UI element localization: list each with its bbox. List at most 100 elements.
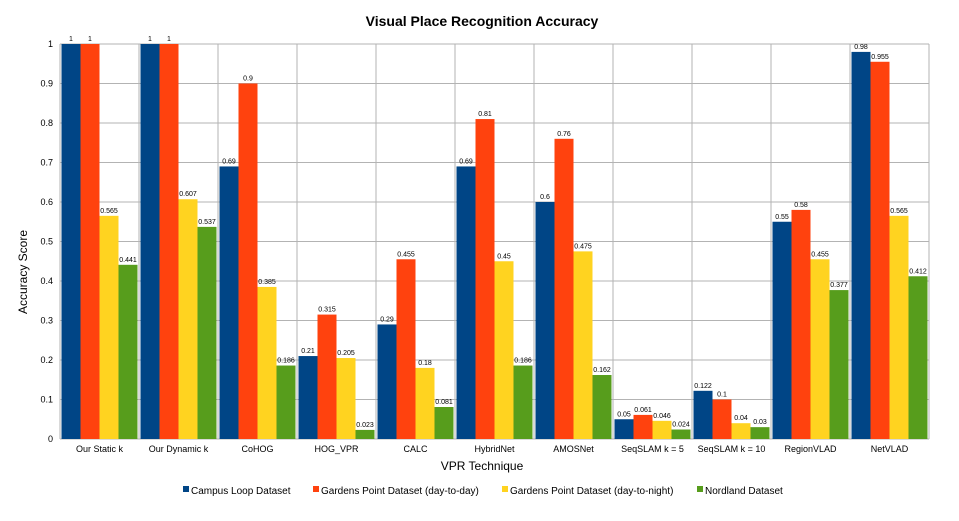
data-label: 0.98 bbox=[854, 44, 868, 51]
legend-swatch bbox=[502, 486, 508, 492]
data-label: 0.377 bbox=[830, 282, 848, 289]
bar bbox=[731, 423, 751, 439]
y-tick-label: 0.9 bbox=[40, 79, 53, 89]
bar bbox=[434, 407, 454, 439]
data-label: 0.607 bbox=[179, 191, 197, 198]
bar bbox=[535, 202, 555, 439]
bar bbox=[494, 261, 514, 439]
data-label: 0.061 bbox=[634, 407, 652, 414]
data-label: 0.537 bbox=[198, 219, 216, 226]
x-tick-label: HybridNet bbox=[474, 444, 515, 454]
data-label: 0.441 bbox=[119, 257, 137, 264]
x-tick-labels: Our Static k Our Dynamic k CoHOG HOG_VPR CAL… bbox=[76, 444, 909, 454]
y-tick-label: 0.6 bbox=[40, 197, 53, 207]
data-label: 0.6 bbox=[540, 194, 550, 201]
bar bbox=[633, 414, 653, 439]
y-axis-label: Accuracy Score bbox=[16, 230, 30, 314]
data-label: 0.55 bbox=[775, 214, 789, 221]
bar bbox=[336, 358, 356, 439]
x-tick-label: Our Dynamic k bbox=[149, 444, 209, 454]
bar bbox=[573, 251, 593, 439]
data-label: 0.565 bbox=[100, 208, 118, 215]
data-label: 0.315 bbox=[318, 307, 336, 314]
bar bbox=[810, 259, 830, 439]
data-label: 0.412 bbox=[909, 268, 927, 275]
data-label: 0.18 bbox=[418, 360, 432, 367]
x-tick-label: SeqSLAM k = 5 bbox=[621, 444, 684, 454]
y-tick-label: 0.4 bbox=[40, 276, 53, 286]
bar bbox=[693, 390, 713, 439]
legend-label: Campus Loop Dataset bbox=[191, 486, 291, 497]
x-axis-label: VPR Technique bbox=[441, 459, 524, 473]
data-label: 0.05 bbox=[617, 411, 631, 418]
data-label: 0.046 bbox=[653, 413, 671, 420]
data-label: 0.023 bbox=[356, 422, 374, 429]
data-label: 0.955 bbox=[871, 54, 889, 61]
data-label: 0.162 bbox=[593, 367, 611, 374]
x-tick-label: CALC bbox=[403, 444, 428, 454]
bar bbox=[712, 399, 732, 439]
legend-swatch bbox=[183, 486, 189, 492]
data-label: 0.475 bbox=[574, 243, 592, 250]
data-label: 0.58 bbox=[794, 202, 808, 209]
bar bbox=[475, 119, 495, 440]
data-label: 0.186 bbox=[277, 358, 295, 365]
bar bbox=[791, 209, 811, 439]
y-tick-label: 0.7 bbox=[40, 158, 53, 168]
y-tick-label: 0.2 bbox=[40, 355, 53, 365]
bar bbox=[257, 286, 277, 439]
y-tick-label: 0.8 bbox=[40, 118, 53, 128]
legend-label: Nordland Dataset bbox=[705, 486, 783, 497]
bar bbox=[159, 44, 179, 439]
bar bbox=[652, 420, 672, 439]
bar bbox=[298, 356, 318, 439]
data-label: 0.024 bbox=[672, 422, 690, 429]
bar bbox=[377, 324, 397, 439]
legend-swatch bbox=[697, 486, 703, 492]
data-label: 0.81 bbox=[478, 111, 492, 118]
bar bbox=[829, 290, 849, 439]
data-label: 0.29 bbox=[380, 316, 394, 323]
bar bbox=[317, 314, 337, 439]
x-tick-label: CoHOG bbox=[241, 444, 273, 454]
data-label: 0.21 bbox=[301, 348, 315, 355]
legend: Campus Loop Dataset Gardens Point Dataset… bbox=[183, 486, 783, 497]
data-label: 0.04 bbox=[734, 415, 748, 422]
y-tick-label: 0.1 bbox=[40, 395, 53, 405]
bar bbox=[614, 419, 634, 439]
data-label: 0.9 bbox=[243, 76, 253, 83]
bar bbox=[513, 365, 533, 439]
bar bbox=[238, 83, 258, 439]
bar bbox=[772, 221, 792, 439]
y-tick-label: 0 bbox=[48, 434, 53, 444]
bar bbox=[178, 199, 198, 439]
data-label: 0.1 bbox=[717, 392, 727, 399]
data-label: 0.455 bbox=[811, 251, 829, 258]
legend-swatch bbox=[313, 486, 319, 492]
data-label: 0.122 bbox=[694, 383, 712, 390]
legend-label: Gardens Point Dataset (day-to-day) bbox=[321, 486, 479, 497]
data-label: 0.69 bbox=[222, 158, 236, 165]
data-label: 0.385 bbox=[258, 279, 276, 286]
data-labels: 1 1 0.565 0.441 1 1 0.607 0.537 0.69 0.9 0.385 0.18… bbox=[69, 36, 927, 429]
data-label: 0.205 bbox=[337, 350, 355, 357]
bar bbox=[396, 259, 416, 439]
x-tick-label: RegionVLAD bbox=[784, 444, 837, 454]
bar bbox=[750, 427, 770, 439]
x-tick-label: AMOSNet bbox=[553, 444, 594, 454]
x-tick-label: Our Static k bbox=[76, 444, 124, 454]
bar bbox=[140, 44, 160, 439]
chart-title: Visual Place Recognition Accuracy bbox=[366, 13, 599, 29]
bar bbox=[889, 215, 909, 439]
bar bbox=[870, 61, 890, 440]
data-label: 0.565 bbox=[890, 208, 908, 215]
x-tick-label: SeqSLAM k = 10 bbox=[698, 444, 766, 454]
bar bbox=[592, 375, 612, 439]
legend-label: Gardens Point Dataset (day-to-night) bbox=[510, 486, 673, 497]
y-ticks: 0 0.1 0.2 0.3 0.4 0.5 0.6 0.7 0.8 0.9 1 bbox=[40, 39, 53, 444]
bar bbox=[118, 264, 138, 439]
bar bbox=[276, 365, 296, 439]
data-label: 1 bbox=[148, 36, 152, 43]
bar bbox=[355, 429, 375, 439]
